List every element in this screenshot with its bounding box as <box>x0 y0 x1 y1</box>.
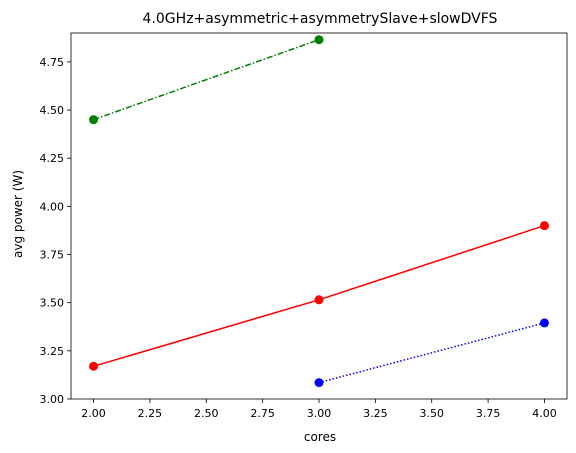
x-tick-label: 3.50 <box>419 407 444 420</box>
x-tick-label: 4.00 <box>532 407 557 420</box>
x-tick-label: 3.00 <box>307 407 332 420</box>
y-tick-label: 3.25 <box>40 345 65 358</box>
y-tick-label: 3.50 <box>40 297 65 310</box>
series-1-point <box>314 295 324 305</box>
series-0-point <box>314 35 324 45</box>
axes-frame <box>70 32 568 400</box>
x-axis-label: cores <box>304 430 336 444</box>
y-axis-label: avg power (W) <box>11 170 25 258</box>
series-2-point <box>539 318 549 328</box>
x-tick-label: 2.00 <box>81 407 106 420</box>
chart-title: 4.0GHz+asymmetric+asymmetrySlave+slowDVF… <box>143 11 498 27</box>
y-tick-label: 4.25 <box>40 152 65 165</box>
y-tick-label: 4.75 <box>40 56 65 69</box>
series-2-point <box>314 378 324 388</box>
y-tick-label: 4.00 <box>40 200 65 213</box>
y-tick-label: 3.00 <box>40 393 65 406</box>
y-tick-label: 4.50 <box>40 104 65 117</box>
y-tick-label: 3.75 <box>40 249 65 262</box>
x-tick-label: 3.75 <box>476 407 501 420</box>
series-0-line <box>93 38 320 121</box>
series-0-point <box>89 115 99 125</box>
x-tick-label: 2.50 <box>194 407 219 420</box>
x-tick-label: 2.25 <box>138 407 163 420</box>
series-1-point <box>539 221 549 231</box>
series-1-point <box>89 361 99 371</box>
plot-area: 2.00 2.25 2.50 2.75 3.00 3.25 3.50 3.75 4.00 3.00… <box>40 32 568 420</box>
series-2-line <box>318 322 545 384</box>
x-tick-label: 3.25 <box>363 407 388 420</box>
x-tick-label: 2.75 <box>250 407 275 420</box>
